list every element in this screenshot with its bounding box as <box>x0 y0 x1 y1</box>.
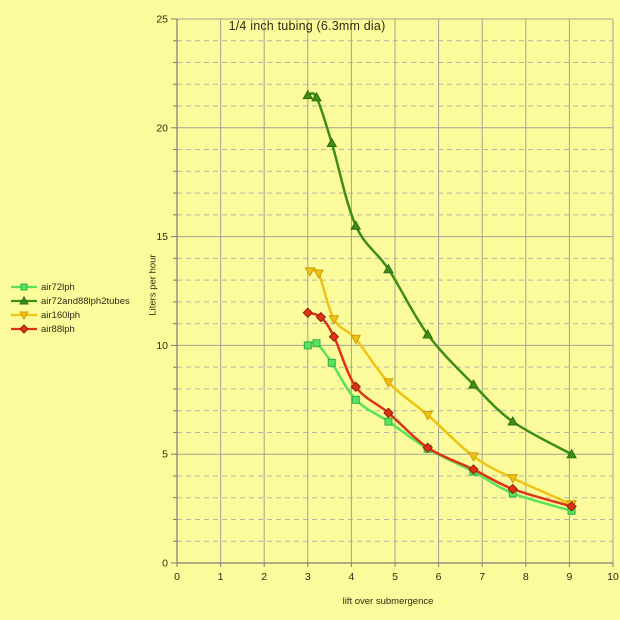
legend-marker-square-icon <box>11 283 37 291</box>
data-point-air88lph <box>566 501 577 512</box>
data-point-air160lph <box>507 474 519 484</box>
data-point-air72and88lph2tubes <box>422 329 434 339</box>
legend-label: air72and88lph2tubes <box>41 295 130 307</box>
data-point-air72and88lph2tubes <box>326 137 338 148</box>
data-point-air88lph <box>422 442 433 453</box>
x-tick-label: 0 <box>174 571 180 583</box>
data-point-air88lph <box>468 464 479 475</box>
data-point-air72and88lph2tubes <box>311 91 322 102</box>
data-point-air88lph <box>328 331 340 342</box>
data-point-air160lph <box>383 378 394 388</box>
data-point-air72and88lph2tubes <box>566 448 577 459</box>
x-tick-label: 9 <box>566 571 572 583</box>
data-point-air160lph <box>422 411 434 421</box>
data-point-air72lph <box>351 395 360 404</box>
x-tick-label: 1 <box>218 571 224 583</box>
x-tick-label: 10 <box>607 571 619 583</box>
x-tick-label: 3 <box>305 571 311 583</box>
legend-label: air88lph <box>41 323 75 335</box>
legend-label: air160lph <box>41 309 81 321</box>
x-tick-label: 7 <box>479 571 485 583</box>
data-point-air88lph <box>315 311 327 323</box>
data-point-air160lph <box>328 315 340 325</box>
data-point-air160lph <box>304 267 316 277</box>
x-tick-label: 5 <box>392 571 398 583</box>
legend-item-air72lph: air72lph <box>10 280 130 294</box>
legend-marker-diamond-icon <box>11 324 37 334</box>
legend-label: air72lph <box>41 281 75 293</box>
data-point-air160lph <box>468 452 479 462</box>
y-tick-label: 25 <box>156 14 168 26</box>
data-point-air72and88lph2tubes <box>350 220 362 230</box>
y-tick-label: 0 <box>162 558 168 570</box>
data-point-air72and88lph2tubes <box>507 416 519 426</box>
data-point-air72and88lph2tubes <box>302 89 314 100</box>
data-point-air72lph <box>312 339 321 348</box>
data-point-air72lph <box>384 417 393 426</box>
data-point-air160lph <box>350 334 362 345</box>
series-line-air72and88lph2tubes <box>306 92 573 456</box>
legend-item-air72and88lph2tubes: air72and88lph2tubes <box>10 294 130 308</box>
data-point-air88lph <box>507 483 518 495</box>
data-point-air72and88lph2tubes <box>468 379 479 389</box>
legend-marker-triangle-up-icon <box>11 295 37 305</box>
data-point-air88lph <box>302 307 314 318</box>
y-tick-label: 20 <box>156 122 168 134</box>
x-tick-label: 4 <box>348 571 354 583</box>
series-line-air88lph <box>306 311 573 508</box>
data-point-air88lph <box>350 381 361 392</box>
x-tick-label: 6 <box>436 571 442 583</box>
legend-item-air88lph: air88lph <box>10 322 130 336</box>
x-tick-label: 2 <box>261 571 267 583</box>
chart-title: 1/4 inch tubing (6.3mm dia) <box>228 19 386 33</box>
data-point-air72lph <box>327 358 336 367</box>
series-line-air160lph <box>308 268 573 506</box>
y-tick-label: 5 <box>162 449 168 461</box>
data-point-air72lph <box>303 341 312 350</box>
legend: air72lph air72and88lph2tubes air160lph air8… <box>10 280 130 336</box>
legend-marker-triangle-down-icon <box>11 311 37 321</box>
y-tick-label: 10 <box>156 340 168 352</box>
y-tick-label: 15 <box>156 231 168 243</box>
legend-item-air160lph: air160lph <box>10 308 130 322</box>
data-point-air160lph <box>313 269 325 280</box>
x-tick-label: 8 <box>523 571 529 583</box>
x-axis-title: lift over submergence <box>342 596 434 607</box>
data-point-air72and88lph2tubes <box>383 263 394 274</box>
y-axis-title: Liters per hour <box>147 254 159 316</box>
data-point-air88lph <box>383 407 394 419</box>
